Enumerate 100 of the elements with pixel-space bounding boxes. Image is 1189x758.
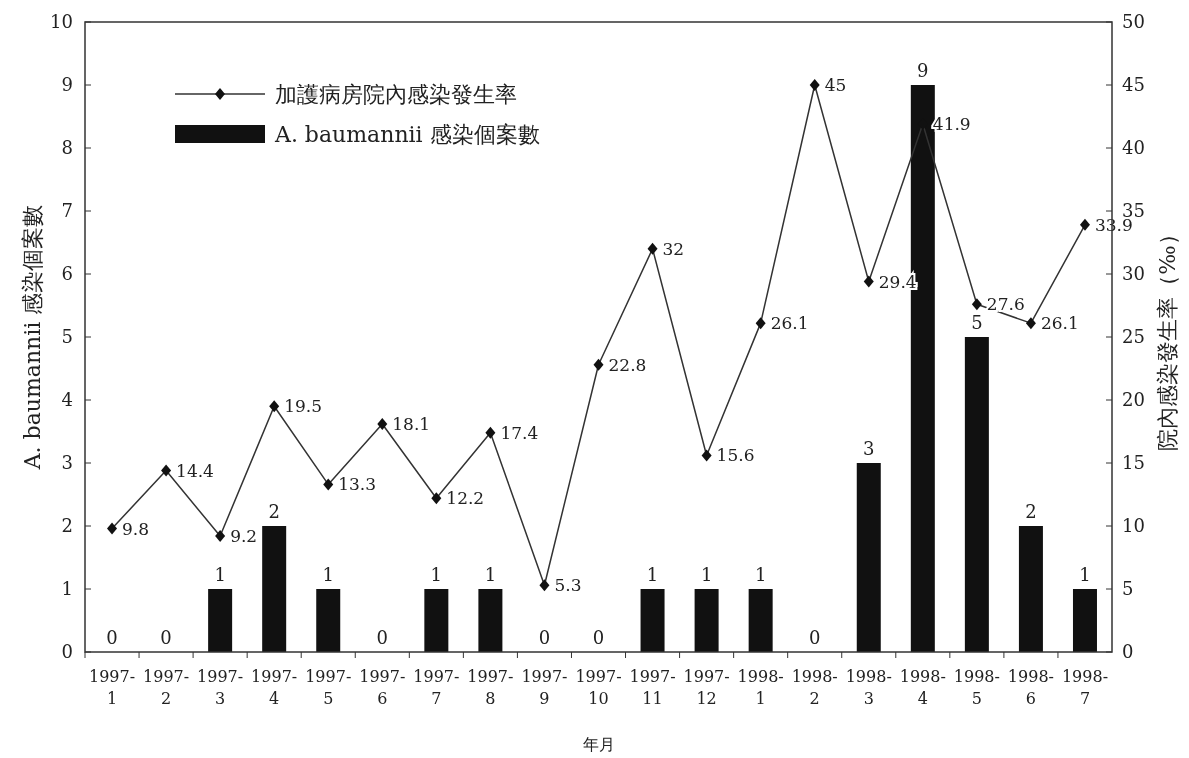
y2-tick-label: 40 <box>1122 137 1145 158</box>
y2-tick-label: 10 <box>1122 515 1145 536</box>
data-label: 9.8 <box>122 518 150 539</box>
y-tick-label: 9 <box>61 74 73 95</box>
y-tick-label: 10 <box>50 11 73 32</box>
point <box>809 79 820 91</box>
x-tick-label: 1997- 11 <box>629 667 676 708</box>
data-label: 1 <box>484 564 497 585</box>
y2-tick-label: 15 <box>1122 452 1145 473</box>
data-label: 0 <box>538 627 551 648</box>
point <box>1025 317 1036 330</box>
data-label: 2 <box>1025 501 1037 522</box>
legend-label: A. baumannii 感染個案數 <box>274 122 540 147</box>
data-label: 1 <box>430 564 443 585</box>
y2-tick-label: 5 <box>1122 578 1134 599</box>
x-tick-label: 1997- 5 <box>305 667 352 708</box>
x-tick-label: 1998- 4 <box>899 667 946 708</box>
data-label: 1 <box>214 564 226 585</box>
x-tick-label: 1997- 10 <box>575 667 622 708</box>
y2-axis-title: 院內感染發生率（‰） <box>1155 223 1180 451</box>
bar <box>316 589 341 652</box>
point <box>647 242 658 255</box>
y2-tick-label: 50 <box>1122 11 1145 32</box>
data-label: 2 <box>268 501 280 522</box>
point <box>701 449 712 462</box>
y-tick-label: 7 <box>61 200 73 221</box>
x-tick-label: 1997- 4 <box>251 667 298 708</box>
data-label: 0 <box>376 627 389 648</box>
data-label: 15.6 <box>716 445 755 466</box>
y-axis-title: A. baumannii 感染個案數 <box>20 204 45 471</box>
x-tick-label: 1997- 6 <box>359 667 406 708</box>
y2-tick-label: 0 <box>1122 641 1134 662</box>
point <box>107 522 118 535</box>
bar <box>424 589 449 652</box>
bar <box>1072 589 1097 652</box>
x-tick-label: 1998- 7 <box>1061 667 1109 708</box>
data-label: 14.4 <box>176 460 214 481</box>
data-label: 26.1 <box>770 313 809 334</box>
y-tick-label: 0 <box>61 641 73 662</box>
y-tick-label: 2 <box>61 515 73 536</box>
legend-label: 加護病房院內感染發生率 <box>275 82 517 107</box>
data-label: 0 <box>592 627 605 648</box>
data-label: 1 <box>646 564 659 585</box>
point <box>593 358 604 371</box>
data-label: 17.4 <box>500 422 539 443</box>
x-tick-label: 1997- 3 <box>197 667 244 708</box>
x-tick-label: 1998- 3 <box>845 667 892 708</box>
data-label: 32 <box>662 238 685 259</box>
point <box>539 579 550 592</box>
y-tick-label: 6 <box>61 263 73 284</box>
y2-tick-label: 30 <box>1122 263 1145 284</box>
data-label: 1 <box>322 564 334 585</box>
x-tick-label: 1997- 8 <box>467 667 514 708</box>
bar <box>748 589 773 652</box>
x-axis-title: 年月 <box>582 735 615 754</box>
x-tick-label: 1997- 9 <box>521 667 568 708</box>
data-label: 18.1 <box>392 413 431 434</box>
bar <box>964 337 989 652</box>
bar <box>856 463 881 652</box>
data-label: 45 <box>824 75 847 95</box>
data-label: 0 <box>160 627 172 648</box>
data-label: 5.3 <box>554 575 582 596</box>
point <box>269 400 280 413</box>
x-tick-label: 1997- 12 <box>683 667 730 708</box>
bar <box>478 589 503 652</box>
data-label: 0 <box>808 627 821 648</box>
y-tick-label: 3 <box>61 452 73 473</box>
bar <box>640 589 665 652</box>
data-label: 19.5 <box>284 396 323 417</box>
data-label: 12.2 <box>446 488 485 509</box>
x-tick-label: 1998- 1 <box>737 667 784 708</box>
x-tick-label: 1998- 6 <box>1007 667 1054 708</box>
bar <box>208 589 233 652</box>
bar <box>694 589 719 652</box>
data-label: 22.8 <box>608 354 647 375</box>
point <box>485 426 496 439</box>
point <box>431 492 442 505</box>
data-label: 9 <box>917 60 929 81</box>
bar <box>1018 526 1043 652</box>
data-label: 27.6 <box>986 294 1025 315</box>
point <box>161 464 172 477</box>
y-tick-label: 4 <box>61 389 73 410</box>
point <box>1079 218 1090 231</box>
data-label: 26.1 <box>1040 313 1079 334</box>
point <box>755 317 766 330</box>
bar <box>262 526 287 652</box>
y-tick-label: 1 <box>61 578 73 599</box>
data-label: 5 <box>971 312 983 333</box>
data-label: 1 <box>700 564 713 585</box>
data-label: 3 <box>863 438 875 459</box>
data-label: 1 <box>1079 564 1091 585</box>
x-tick-label: 1997- 1 <box>88 667 136 708</box>
point <box>323 478 334 491</box>
point <box>377 417 388 430</box>
point <box>971 298 982 311</box>
y2-tick-label: 20 <box>1122 389 1145 410</box>
point <box>863 275 874 288</box>
x-tick-label: 1997- 2 <box>143 667 190 708</box>
y-tick-label: 8 <box>61 137 73 158</box>
x-tick-label: 1998- 5 <box>953 667 1000 708</box>
